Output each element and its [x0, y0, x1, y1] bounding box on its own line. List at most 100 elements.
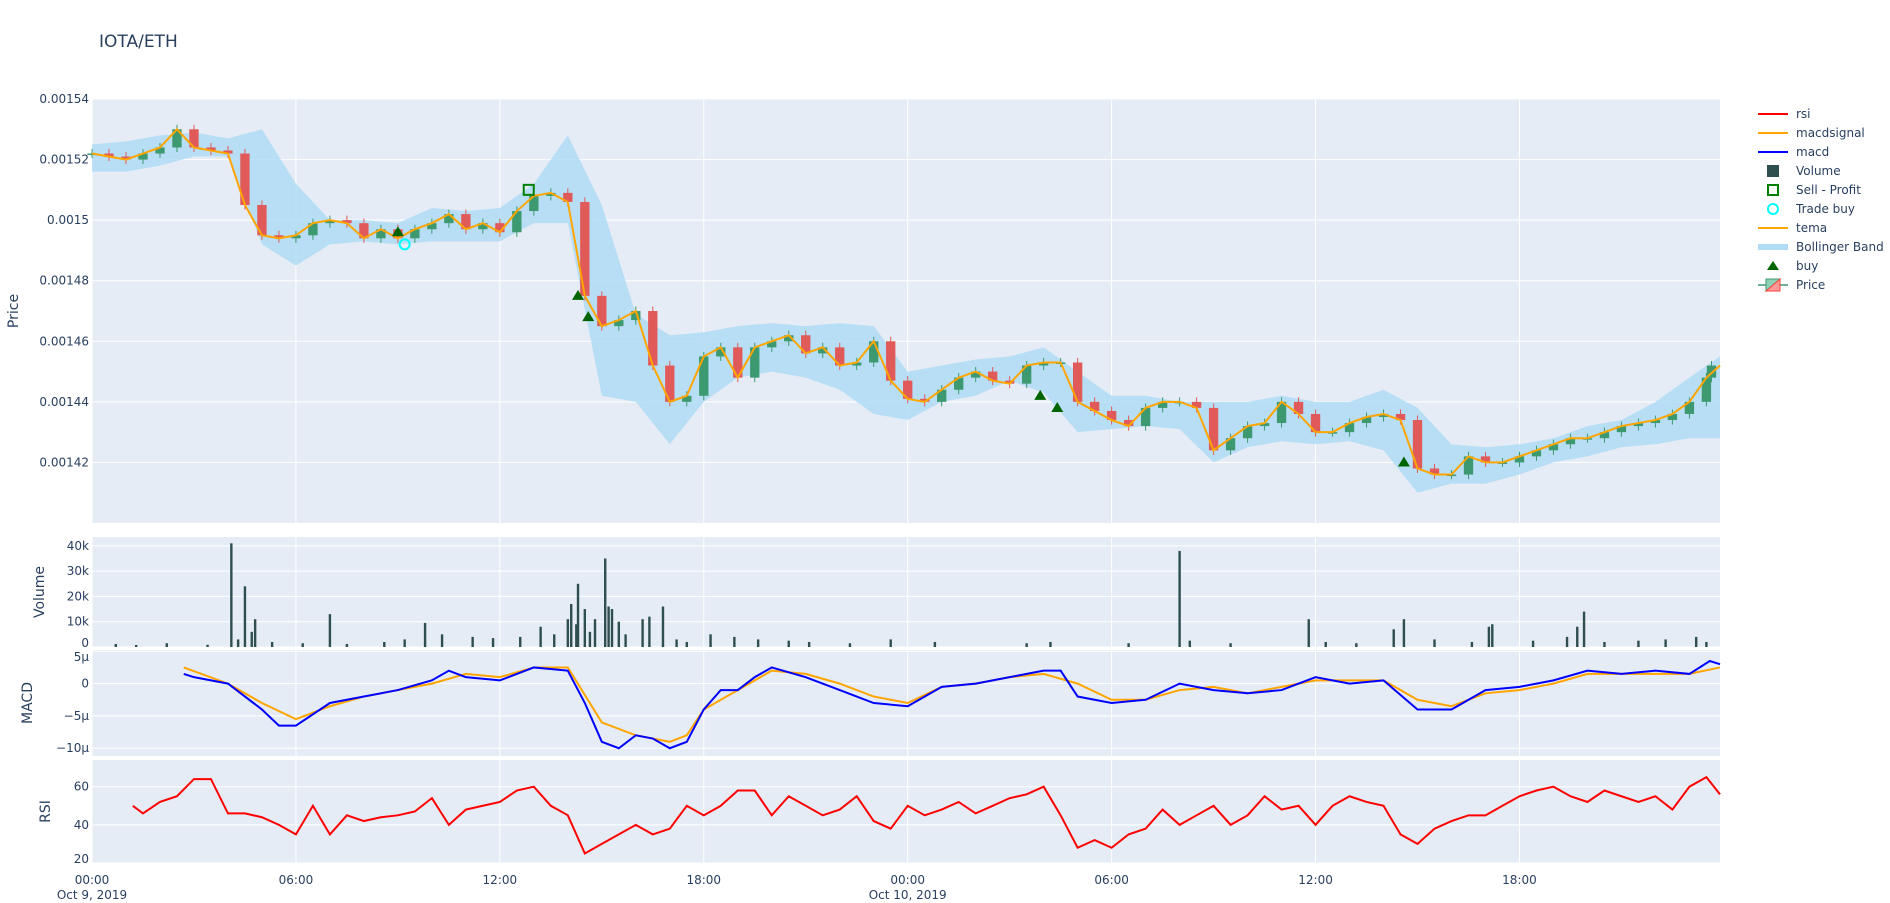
candle-body: [546, 192, 556, 196]
volume-bar: [1355, 643, 1358, 647]
price-y-tick-label: 0.00146: [39, 334, 89, 348]
legend-item-bollinger-band[interactable]: Bollinger Band: [1758, 240, 1884, 254]
rsi-y-tick-label: 40: [74, 818, 89, 832]
candle-body: [172, 129, 182, 148]
volume-bar: [1603, 641, 1606, 647]
legend-item-volume[interactable]: Volume: [1767, 164, 1841, 178]
candle-body: [699, 356, 709, 396]
x-tick-label: 06:00: [1094, 873, 1129, 887]
price-y-tick-label: 0.00154: [39, 92, 89, 106]
volume-bar: [1307, 619, 1310, 647]
legend-label: tema: [1796, 221, 1827, 235]
candle-body: [1191, 401, 1202, 408]
volume-bar: [607, 606, 610, 647]
volume-bar: [807, 641, 811, 647]
legend-triangle-icon: [1767, 261, 1779, 270]
candle-body: [359, 223, 369, 239]
buy-marker: [1051, 401, 1064, 412]
volume-bar: [624, 634, 627, 647]
volume-bar: [661, 606, 665, 647]
candle-body: [155, 147, 165, 154]
volume-bar: [114, 643, 117, 647]
volume-bar: [1470, 641, 1474, 647]
legend-item-macdsignal[interactable]: macdsignal: [1758, 126, 1865, 140]
candle-body: [308, 223, 318, 236]
volume-bar: [301, 643, 304, 647]
candle-body: [1208, 407, 1219, 451]
volume-bar: [345, 643, 349, 647]
legend-label: Sell - Profit: [1796, 183, 1861, 197]
volume-bar: [1324, 641, 1327, 647]
candle-body: [1310, 413, 1321, 433]
price-y-tick-label: 0.0015: [47, 213, 89, 227]
candle-body: [104, 153, 114, 157]
candle-body: [784, 335, 794, 342]
candle-body: [937, 389, 947, 402]
legend-item-rsi[interactable]: rsi: [1758, 107, 1811, 121]
volume-y-tick-label: 0: [81, 636, 89, 650]
volume-bar: [1491, 624, 1494, 647]
price-y-tick-label: 0.00152: [39, 153, 89, 167]
candle-body: [1140, 407, 1151, 427]
rsi-line: [132, 775, 1721, 855]
legend-label: Bollinger Band: [1796, 240, 1884, 254]
candle-body: [1123, 420, 1134, 427]
volume-bar: [566, 619, 570, 647]
volume-bar: [328, 614, 332, 647]
volume-bar: [1576, 626, 1579, 647]
candle-body: [954, 377, 964, 390]
volume-bar: [1664, 639, 1667, 647]
candle-body: [597, 295, 607, 327]
candle-body: [971, 371, 981, 378]
legend-item-buy[interactable]: buy: [1767, 259, 1818, 273]
candle-body: [1276, 401, 1287, 424]
legend-label: buy: [1796, 259, 1818, 273]
candle-body: [461, 214, 471, 230]
legend-item-price[interactable]: Price: [1758, 277, 1825, 293]
legend-item-macd[interactable]: macd: [1758, 145, 1829, 159]
candle-body: [1480, 456, 1491, 463]
legend-label: macdsignal: [1796, 126, 1865, 140]
legend-item-trade-buy[interactable]: Trade buy: [1767, 202, 1855, 216]
rsi-plot-area: [92, 760, 1720, 863]
candle-body: [631, 311, 641, 321]
volume-bar: [1049, 641, 1052, 647]
candle-body: [1463, 456, 1474, 475]
volume-bar: [1392, 629, 1395, 647]
candle-body: [852, 362, 862, 366]
candle-body: [869, 341, 879, 363]
macd-y-tick-label: −10µ: [56, 741, 89, 755]
candle-body: [138, 153, 148, 160]
volume-bar: [576, 583, 580, 647]
candle-body: [750, 347, 760, 378]
volume-bar: [236, 639, 240, 647]
candle-body: [801, 335, 811, 354]
legend-square-open-icon: [1767, 184, 1779, 196]
x-tick-label: 18:00: [1502, 873, 1537, 887]
legend-item-tema[interactable]: tema: [1758, 221, 1827, 235]
volume-bar: [610, 609, 614, 647]
volume-bar: [675, 639, 678, 647]
price-y-tick-label: 0.00142: [39, 455, 89, 469]
rsi-y-tick-label: 20: [74, 852, 89, 866]
legend-item-sell-profit[interactable]: Sell - Profit: [1767, 183, 1861, 197]
candle-body: [1361, 417, 1372, 424]
candle-body: [444, 214, 454, 224]
candle-body: [1004, 380, 1015, 384]
legend-band-icon: [1758, 244, 1788, 250]
candle-body: [1650, 420, 1661, 424]
trade-buy-marker: [398, 238, 411, 251]
legend-label: Price: [1796, 278, 1825, 292]
candle-body: [1021, 365, 1032, 384]
candle-body: [1106, 410, 1117, 421]
legend-label: rsi: [1796, 107, 1811, 121]
candle-body: [1395, 413, 1406, 421]
candle-body: [767, 341, 777, 348]
candle-body: [1259, 423, 1270, 427]
volume-bar: [270, 641, 274, 647]
x-tick-label: 00:00: [75, 873, 110, 887]
candle-body: [1225, 438, 1236, 451]
candle-body: [1378, 413, 1389, 417]
volume-bar: [575, 624, 578, 647]
